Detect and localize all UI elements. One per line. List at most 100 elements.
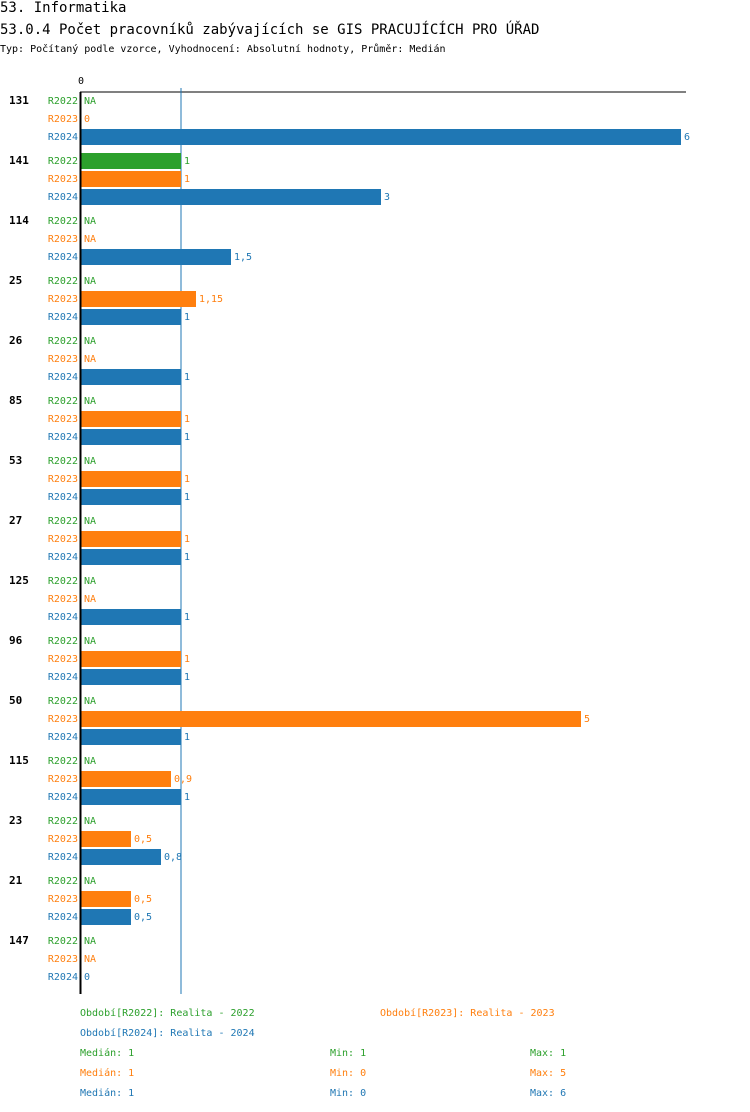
series-label: R2023 [48,954,78,965]
series-label: R2024 [48,492,78,503]
group-label: 50 [9,694,22,707]
bar [81,153,181,169]
data-label: 0,9 [174,774,192,785]
data-label: NA [84,96,96,107]
group-label: 96 [9,634,23,647]
data-label: NA [84,456,96,467]
data-label: 1 [184,156,190,167]
data-label: NA [84,936,96,947]
data-label: 1 [184,552,190,563]
data-label: 1 [184,432,190,443]
bar [81,771,171,787]
chart-subtitle: Typ: Počítaný podle vzorce, Vyhodnocení:… [0,44,446,55]
series-label: R2023 [48,414,78,425]
data-label: NA [84,234,96,245]
data-label: NA [84,756,96,767]
series-label: R2022 [48,216,78,227]
bar [81,249,231,265]
series-label: R2024 [48,672,78,683]
data-label: 1 [184,534,190,545]
bar [81,531,181,547]
series-label: R2023 [48,774,78,785]
data-label: 1 [184,372,190,383]
data-label: NA [84,276,96,287]
bar [81,651,181,667]
bar [81,411,181,427]
data-label: NA [84,954,96,965]
data-label: 0 [84,114,90,125]
series-label: R2022 [48,576,78,587]
series-label: R2022 [48,336,78,347]
data-label: NA [84,354,96,365]
stat-median-r2022: Medián: 1 [80,1048,135,1059]
group-label: 23 [9,814,22,827]
data-label: NA [84,396,96,407]
series-label: R2024 [48,252,78,263]
group-label: 115 [9,754,29,767]
series-label: R2024 [48,372,78,383]
group-label: 114 [9,214,29,227]
bar [81,669,181,685]
group-label: 27 [9,514,22,527]
series-label: R2024 [48,432,78,443]
legend-r2024: Období[R2024]: Realita - 2024 [80,1028,255,1039]
series-label: R2022 [48,876,78,887]
bar [81,129,681,145]
group-label: 53 [9,454,22,467]
x-tick-label: 0 [78,76,84,87]
series-label: R2024 [48,792,78,803]
data-label: 0,5 [134,894,152,905]
series-label: R2024 [48,192,78,203]
bar [81,189,381,205]
data-label: 1 [184,174,190,185]
stat-min-r2023: Min: 0 [330,1068,367,1079]
data-label: 1 [184,612,190,623]
data-label: 0,8 [164,852,182,863]
series-label: R2023 [48,594,78,605]
data-label: NA [84,594,96,605]
data-label: NA [84,636,96,647]
data-label: 1 [184,312,190,323]
bar [81,489,181,505]
series-label: R2023 [48,654,78,665]
bar [81,429,181,445]
series-label: R2022 [48,276,78,287]
group-label: 141 [9,154,29,167]
stat-min-r2022: Min: 1 [330,1048,367,1059]
group-label: 131 [9,94,29,107]
data-label: NA [84,336,96,347]
legend-r2023: Období[R2023]: Realita - 2023 [380,1008,555,1019]
bar [81,729,181,745]
bar [81,891,131,907]
series-label: R2023 [48,714,78,725]
stat-max-r2022: Max: 1 [530,1048,567,1059]
bar [81,171,181,187]
bar [81,609,181,625]
bar [81,471,181,487]
group-label: 26 [9,334,23,347]
series-label: R2023 [48,354,78,365]
data-label: NA [84,216,96,227]
bar [81,711,581,727]
data-label: 1 [184,672,190,683]
data-label: NA [84,576,96,587]
section-title: 53. Informatika [0,0,127,16]
bar [81,849,161,865]
series-label: R2023 [48,834,78,845]
data-label: 5 [584,714,590,725]
series-label: R2024 [48,852,78,863]
data-label: 1,15 [199,294,223,305]
data-label: NA [84,816,96,827]
stat-median-r2023: Medián: 1 [80,1068,135,1079]
data-label: 1,5 [234,252,252,263]
series-label: R2023 [48,294,78,305]
bar [81,369,181,385]
series-label: R2022 [48,816,78,827]
series-label: R2024 [48,972,78,983]
chart-title: 53.0.4 Počet pracovníků zabývajících se … [0,22,540,38]
group-label: 125 [9,574,29,587]
data-label: 0,5 [134,834,152,845]
group-label: 147 [9,934,29,947]
bar [81,789,181,805]
